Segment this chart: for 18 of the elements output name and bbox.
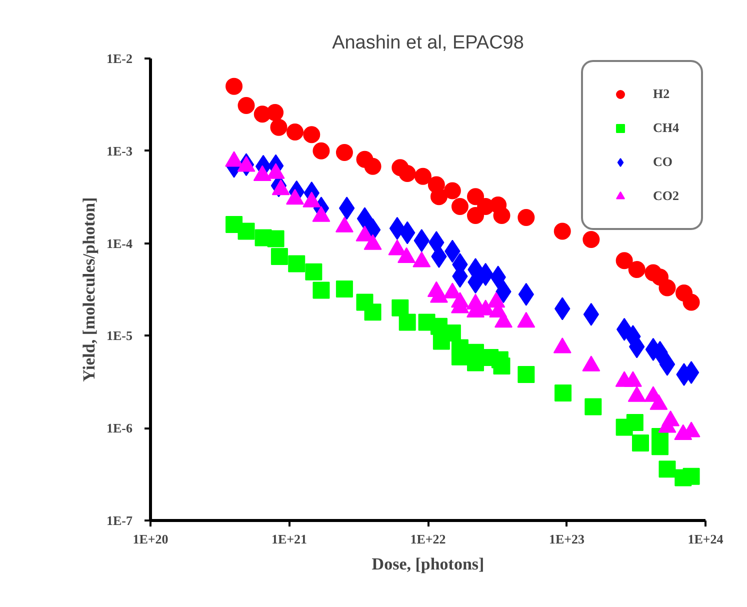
x-axis-title: Dose, [photons] xyxy=(372,554,484,574)
x-tick-label: 1E+21 xyxy=(271,532,308,546)
chart-title: Anashin et al, EPAC98 xyxy=(332,32,524,54)
x-tick-label: 1E+22 xyxy=(410,532,446,546)
y-tick-label: 1E-5 xyxy=(106,328,133,344)
x-tick-label: 1E+23 xyxy=(548,532,586,546)
y-axis-title: Yield, [molecules/photon] xyxy=(80,197,98,382)
y-tick-label: 1E-7 xyxy=(106,513,133,528)
legend-label: CO2 xyxy=(653,188,679,204)
x-tick-label: 1E+24 xyxy=(688,532,724,546)
y-tick-label: 1E-2 xyxy=(106,51,132,66)
y-tick-label: 1E-4 xyxy=(106,236,133,251)
y-tick-label: 1E-3 xyxy=(106,143,133,158)
legend-label: H2 xyxy=(653,86,671,102)
legend-label: CH4 xyxy=(653,120,679,136)
y-tick-label: 1E-6 xyxy=(106,420,133,436)
x-tick-label: 1E+20 xyxy=(132,532,168,546)
legend-label: CO xyxy=(653,154,673,170)
